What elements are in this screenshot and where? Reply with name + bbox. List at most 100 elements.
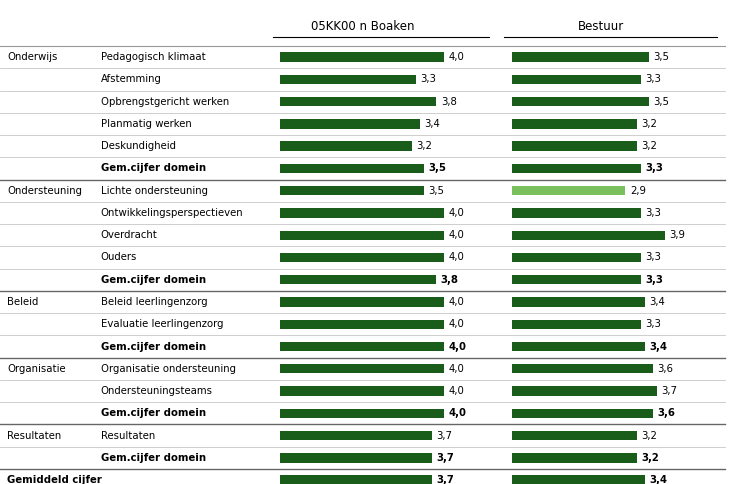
- Text: 4,0: 4,0: [449, 52, 465, 62]
- Text: Deskundigheid: Deskundigheid: [101, 141, 176, 151]
- Text: 4,0: 4,0: [449, 230, 465, 240]
- Bar: [280, 319, 444, 329]
- Text: 3,3: 3,3: [645, 253, 662, 262]
- Bar: [512, 386, 657, 396]
- Bar: [512, 208, 641, 218]
- Text: Gem.cijfer domein: Gem.cijfer domein: [101, 275, 206, 285]
- Text: 3,4: 3,4: [650, 297, 666, 307]
- Bar: [280, 141, 412, 151]
- Text: 3,5: 3,5: [654, 97, 669, 106]
- Text: 3,7: 3,7: [661, 386, 678, 396]
- Text: 3,7: 3,7: [436, 431, 453, 440]
- Bar: [512, 253, 641, 262]
- Text: Bestuur: Bestuur: [578, 20, 624, 33]
- Bar: [280, 275, 436, 285]
- Text: 3,2: 3,2: [642, 431, 657, 440]
- Text: Beleid: Beleid: [7, 297, 39, 307]
- Text: Planmatig werken: Planmatig werken: [101, 119, 191, 129]
- Text: 4,0: 4,0: [449, 253, 465, 262]
- Bar: [512, 230, 665, 240]
- Bar: [512, 297, 645, 307]
- Text: 3,2: 3,2: [642, 119, 657, 129]
- Bar: [512, 364, 653, 374]
- Text: 3,5: 3,5: [654, 52, 669, 62]
- Bar: [280, 453, 432, 463]
- Bar: [280, 386, 444, 396]
- Bar: [512, 119, 637, 129]
- Text: Lichte ondersteuning: Lichte ondersteuning: [101, 186, 208, 196]
- Bar: [280, 52, 444, 62]
- Text: Resultaten: Resultaten: [7, 431, 62, 440]
- Bar: [512, 164, 641, 173]
- Text: Resultaten: Resultaten: [101, 431, 155, 440]
- Text: Ondersteuningsteams: Ondersteuningsteams: [101, 386, 213, 396]
- Text: 4,0: 4,0: [449, 319, 465, 329]
- Bar: [280, 164, 424, 173]
- Text: 3,4: 3,4: [650, 342, 668, 351]
- Bar: [512, 431, 637, 440]
- Text: 3,2: 3,2: [416, 141, 432, 151]
- Text: 3,4: 3,4: [650, 475, 668, 484]
- Bar: [512, 186, 625, 196]
- Bar: [280, 186, 424, 196]
- Bar: [280, 342, 444, 351]
- Text: 3,3: 3,3: [645, 164, 663, 173]
- Bar: [280, 297, 444, 307]
- Bar: [280, 253, 444, 262]
- Text: 3,3: 3,3: [645, 75, 662, 84]
- Bar: [280, 408, 444, 418]
- Text: 3,6: 3,6: [657, 364, 673, 374]
- Text: 3,8: 3,8: [441, 275, 459, 285]
- Text: 4,0: 4,0: [449, 208, 465, 218]
- Text: 3,5: 3,5: [429, 164, 447, 173]
- Text: 3,2: 3,2: [642, 453, 660, 463]
- Text: Organisatie: Organisatie: [7, 364, 66, 374]
- Bar: [512, 97, 649, 106]
- Text: Gem.cijfer domein: Gem.cijfer domein: [101, 453, 206, 463]
- Text: 3,3: 3,3: [420, 75, 436, 84]
- Bar: [512, 342, 645, 351]
- Text: 3,6: 3,6: [657, 408, 675, 418]
- Text: Gem.cijfer domein: Gem.cijfer domein: [101, 408, 206, 418]
- Text: Ontwikkelingsperspectieven: Ontwikkelingsperspectieven: [101, 208, 244, 218]
- Bar: [512, 475, 645, 484]
- Text: Afstemming: Afstemming: [101, 75, 161, 84]
- Text: 3,5: 3,5: [429, 186, 444, 196]
- Text: Gemiddeld cijfer: Gemiddeld cijfer: [7, 475, 102, 484]
- Text: Ouders: Ouders: [101, 253, 137, 262]
- Bar: [512, 141, 637, 151]
- Text: Organisatie ondersteuning: Organisatie ondersteuning: [101, 364, 236, 374]
- Text: 4,0: 4,0: [449, 386, 465, 396]
- Text: Gem.cijfer domein: Gem.cijfer domein: [101, 342, 206, 351]
- Bar: [280, 475, 432, 484]
- Text: 3,4: 3,4: [424, 119, 440, 129]
- Text: 3,3: 3,3: [645, 275, 663, 285]
- Text: 4,0: 4,0: [449, 408, 467, 418]
- Text: Pedagogisch klimaat: Pedagogisch klimaat: [101, 52, 205, 62]
- Bar: [280, 431, 432, 440]
- Text: 4,0: 4,0: [449, 342, 467, 351]
- Text: Beleid leerlingenzorg: Beleid leerlingenzorg: [101, 297, 208, 307]
- Text: 3,2: 3,2: [642, 141, 657, 151]
- Text: Evaluatie leerlingenzorg: Evaluatie leerlingenzorg: [101, 319, 223, 329]
- Text: 3,7: 3,7: [436, 453, 454, 463]
- Text: 3,9: 3,9: [669, 230, 685, 240]
- Bar: [280, 97, 436, 106]
- Text: 4,0: 4,0: [449, 364, 465, 374]
- Bar: [280, 208, 444, 218]
- Bar: [512, 75, 641, 84]
- Bar: [512, 453, 637, 463]
- Text: 3,3: 3,3: [645, 319, 662, 329]
- Text: 4,0: 4,0: [449, 297, 465, 307]
- Text: 2,9: 2,9: [630, 186, 646, 196]
- Text: 3,7: 3,7: [436, 475, 454, 484]
- Bar: [512, 319, 641, 329]
- Bar: [280, 75, 415, 84]
- Text: Opbrengstgericht werken: Opbrengstgericht werken: [101, 97, 229, 106]
- Bar: [512, 275, 641, 285]
- Text: 05KK00 n Boaken: 05KK00 n Boaken: [311, 20, 414, 33]
- Bar: [512, 408, 653, 418]
- Bar: [280, 119, 420, 129]
- Text: Overdracht: Overdracht: [101, 230, 158, 240]
- Bar: [280, 230, 444, 240]
